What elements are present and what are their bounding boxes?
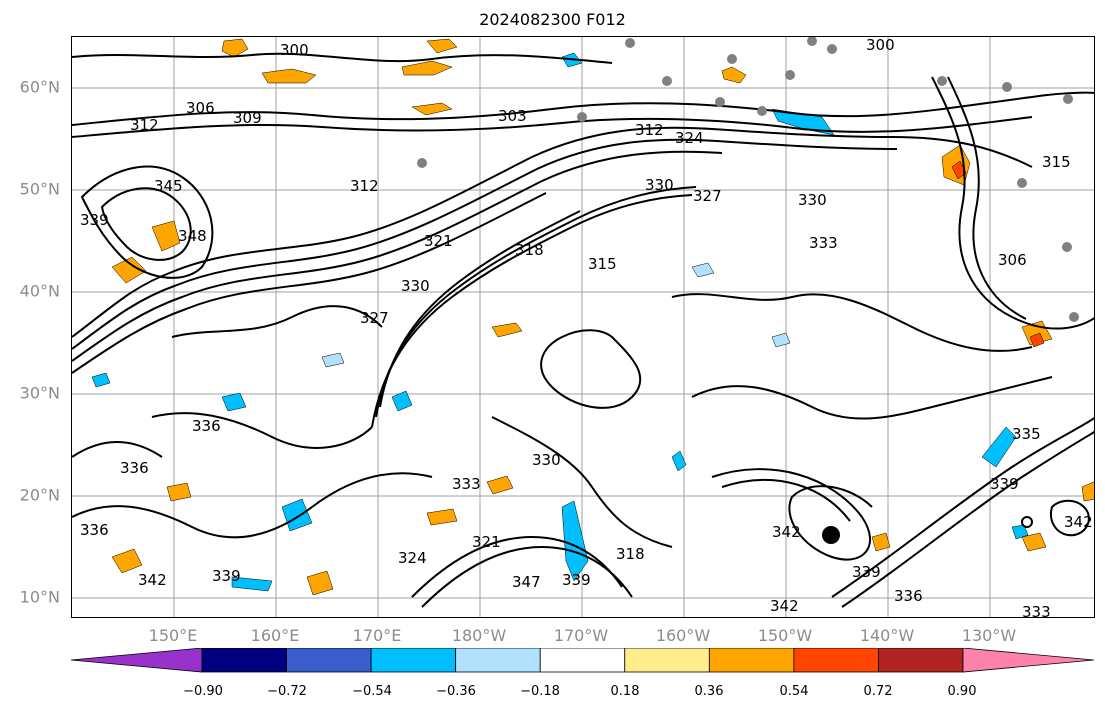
shaded-patches: [91, 38, 1094, 596]
contour-label: 330: [401, 277, 430, 295]
contour-label: 345: [154, 177, 183, 195]
colorbar-tick-label: −0.54: [352, 684, 392, 699]
contour-label: 321: [472, 533, 501, 551]
colorbar-extend-high: [962, 648, 1095, 673]
colorbar-tick-label: 0.72: [863, 684, 893, 699]
colorbar-tick-label: −0.90: [183, 684, 223, 699]
theta-contours: [72, 52, 1094, 608]
storm-marker: [822, 526, 840, 544]
lon-label-180w: 180°W: [451, 626, 507, 645]
contour-label: 342: [772, 523, 801, 541]
lat-label-60n: 60°N: [19, 77, 60, 97]
contour-label: 347: [512, 573, 541, 591]
colorbar-segment: [878, 648, 964, 673]
contour-label: 312: [130, 116, 159, 134]
colorbar-tick-label: −0.18: [520, 684, 560, 699]
lat-label-30n: 30°N: [19, 383, 60, 403]
colorbar-segments: [70, 648, 1095, 673]
lon-label-130w: 130°W: [961, 626, 1017, 645]
contour-label: 339: [852, 563, 881, 581]
contour-label: 324: [398, 549, 427, 567]
storm-ring-marker: [1021, 516, 1033, 528]
contour-label: 342: [770, 597, 799, 615]
contour-labels: 300 300 306 309 312 303 312 324 312 345 …: [80, 37, 1093, 618]
lon-label-160w: 160°W: [655, 626, 711, 645]
contour-label: 312: [635, 121, 664, 139]
colorbar-segment: [455, 648, 541, 673]
contour-label: 318: [515, 241, 544, 259]
colorbar-segment: [708, 648, 795, 673]
contour-label: 330: [798, 191, 827, 209]
chart-title: 2024082300 F012: [479, 10, 626, 29]
graticule: [72, 37, 1094, 617]
contour-label: 321: [424, 232, 453, 250]
contour-label: 327: [360, 309, 389, 327]
contour-label: 333: [452, 475, 481, 493]
colorbar-extend-low: [70, 648, 203, 673]
contour-label: 300: [280, 41, 309, 59]
contour-label: 342: [1064, 513, 1093, 531]
lon-label-150w: 150°W: [757, 626, 813, 645]
colorbar-segment: [370, 648, 457, 673]
lon-label-150e: 150°E: [148, 626, 198, 645]
colorbar: [70, 648, 1095, 673]
contour-label: 336: [894, 587, 923, 605]
contour-label: 336: [192, 417, 221, 435]
contour-label: 333: [1022, 603, 1051, 618]
lat-label-50n: 50°N: [19, 179, 60, 199]
colorbar-segment: [793, 648, 879, 673]
lon-label-170e: 170°E: [352, 626, 402, 645]
colorbar-segment: [624, 648, 710, 673]
contour-label: 330: [645, 176, 674, 194]
lon-label-170w: 170°W: [553, 626, 609, 645]
station-dots: [417, 37, 1079, 322]
contour-label: 348: [178, 227, 207, 245]
contour-label: 333: [809, 234, 838, 252]
contour-label: 339: [990, 475, 1019, 493]
contour-label: 327: [693, 187, 722, 205]
contour-label: 324: [675, 129, 704, 147]
contour-label: 312: [350, 177, 379, 195]
contour-label: 300: [866, 37, 895, 54]
contour-label: 335: [1012, 425, 1041, 443]
map-svg: 300 300 306 309 312 303 312 324 312 345 …: [72, 37, 1094, 618]
colorbar-tick-label: −0.36: [436, 684, 476, 699]
contour-label: 303: [498, 107, 527, 125]
colorbar-tick-label: 0.36: [694, 684, 724, 699]
contour-label: 306: [998, 251, 1027, 269]
lat-label-10n: 10°N: [19, 587, 60, 607]
contour-label: 339: [212, 567, 241, 585]
contour-label: 339: [80, 211, 109, 229]
lat-label-20n: 20°N: [19, 485, 60, 505]
lat-label-40n: 40°N: [19, 281, 60, 301]
contour-label: 330: [532, 451, 561, 469]
colorbar-segment: [539, 648, 626, 673]
contour-label: 342: [138, 571, 167, 589]
lon-label-160e: 160°E: [250, 626, 300, 645]
contour-label: 336: [80, 521, 109, 539]
colorbar-segment: [286, 648, 372, 673]
contour-label: 309: [233, 109, 262, 127]
colorbar-tick-label: 0.54: [779, 684, 809, 699]
lon-label-140w: 140°W: [859, 626, 915, 645]
contour-label: 336: [120, 459, 149, 477]
contour-label: 318: [616, 545, 645, 563]
colorbar-tick-label: 0.18: [610, 684, 640, 699]
contour-label: 339: [562, 571, 591, 589]
colorbar-tick-label: −0.72: [267, 684, 307, 699]
map-panel: 300 300 306 309 312 303 312 324 312 345 …: [71, 36, 1095, 618]
contour-label: 315: [588, 255, 617, 273]
contour-label: 306: [186, 99, 215, 117]
colorbar-tick-label: 0.90: [947, 684, 977, 699]
colorbar-segment: [201, 648, 287, 673]
contour-label: 315: [1042, 153, 1071, 171]
